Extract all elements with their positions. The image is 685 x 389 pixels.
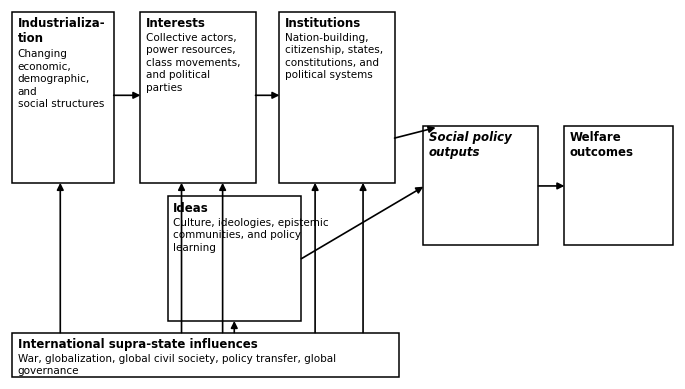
FancyBboxPatch shape	[423, 126, 538, 245]
Text: Changing
economic,
demographic,
and
social structures: Changing economic, demographic, and soci…	[18, 49, 104, 109]
Text: Collective actors,
power resources,
class movements,
and political
parties: Collective actors, power resources, clas…	[146, 33, 240, 93]
FancyBboxPatch shape	[140, 12, 256, 183]
Text: War, globalization, global civil society, policy transfer, global
governance: War, globalization, global civil society…	[18, 354, 336, 377]
FancyBboxPatch shape	[12, 12, 114, 183]
FancyBboxPatch shape	[12, 333, 399, 377]
Text: Institutions: Institutions	[285, 17, 361, 30]
Text: International supra-state influences: International supra-state influences	[18, 338, 258, 350]
Text: Nation-building,
citizenship, states,
constitutions, and
political systems: Nation-building, citizenship, states, co…	[285, 33, 383, 80]
FancyBboxPatch shape	[279, 12, 395, 183]
Text: Social policy
outputs: Social policy outputs	[429, 131, 512, 159]
FancyBboxPatch shape	[564, 126, 673, 245]
Text: Welfare
outcomes: Welfare outcomes	[570, 131, 634, 159]
FancyBboxPatch shape	[168, 196, 301, 321]
Text: Culture, ideologies, epistemic
communities, and policy
learning: Culture, ideologies, epistemic communiti…	[173, 218, 329, 252]
Text: Ideas: Ideas	[173, 202, 209, 214]
Text: Interests: Interests	[146, 17, 206, 30]
Text: Industrializa-
tion: Industrializa- tion	[18, 17, 105, 45]
